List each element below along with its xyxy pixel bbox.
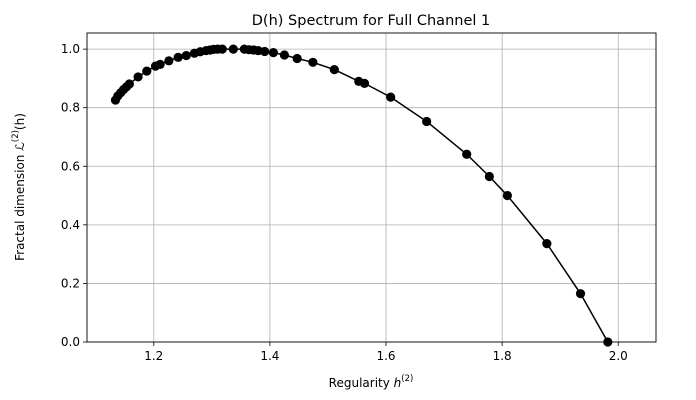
x-tick-label: 1.6 (376, 349, 395, 363)
data-point (217, 44, 227, 54)
data-point (462, 149, 472, 159)
axes: 1.2 1.4 1.6 1.8 2.0 0.0 0.2 0.4 0.6 0.8 1.0 (61, 32, 657, 363)
data-point (260, 46, 270, 57)
data-point (142, 66, 152, 76)
y-axis-label: Fractal dimension ℒ(2)(h) (11, 113, 27, 261)
series-line (114, 48, 609, 343)
x-tick-label: 1.2 (144, 349, 163, 363)
data-point (268, 48, 278, 58)
y-tick-label: 1.0 (61, 42, 80, 56)
data-point (292, 53, 302, 64)
data-point (422, 116, 432, 127)
y-tick-label: 0.6 (61, 159, 80, 173)
y-tick-label: 0.0 (61, 335, 80, 349)
data-point (575, 289, 586, 299)
data-point (181, 50, 191, 61)
data-point (164, 56, 174, 66)
data-point (484, 171, 494, 182)
x-axis-label: Regularity h(2) (329, 374, 414, 390)
data-point (155, 59, 165, 69)
data-point (542, 238, 552, 249)
data-point (386, 92, 396, 102)
data-point (502, 190, 512, 201)
data-point (329, 65, 339, 75)
y-tick-label: 0.4 (61, 218, 80, 232)
data-series (110, 44, 613, 347)
data-point (279, 50, 290, 60)
y-tick-label: 0.2 (61, 276, 80, 290)
x-tick-label: 1.8 (493, 349, 512, 363)
data-point (124, 79, 134, 89)
y-tick-label: 0.8 (61, 101, 80, 115)
data-point (228, 44, 238, 54)
x-tick-label: 2.0 (609, 349, 628, 363)
data-point (173, 52, 183, 62)
x-tick-label: 1.4 (260, 349, 279, 363)
data-point (308, 57, 318, 67)
chart-title: D(h) Spectrum for Full Channel 1 (252, 13, 490, 29)
data-point (359, 78, 370, 88)
grid-lines (87, 33, 656, 343)
data-point (133, 72, 143, 82)
plot-frame (86, 32, 657, 343)
